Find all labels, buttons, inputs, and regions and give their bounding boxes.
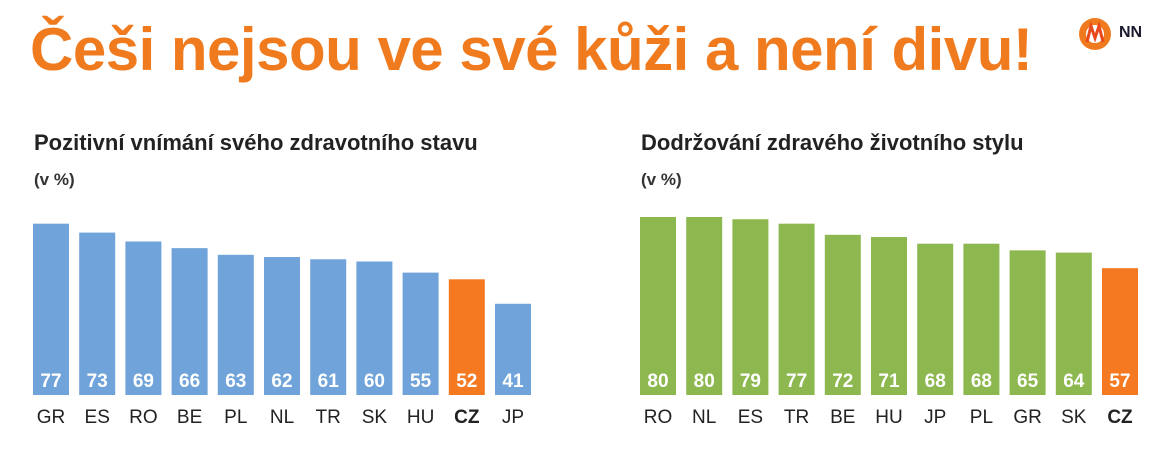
chart-2-bar-cz bbox=[1102, 268, 1138, 395]
chart-1-value-label-jp: 41 bbox=[502, 371, 524, 392]
chart-1-value-label-nl: 62 bbox=[271, 371, 292, 392]
chart-2-value-label-hu: 71 bbox=[878, 371, 900, 392]
chart-1-category-label-sk: SK bbox=[362, 407, 388, 428]
chart-2-bar-ro bbox=[640, 217, 676, 395]
chart-1-category-label-gr: GR bbox=[37, 407, 66, 428]
chart-1-bar-pl bbox=[217, 254, 254, 395]
chart-1-category-label-jp: JP bbox=[502, 407, 524, 428]
chart-1-value-label-sk: 60 bbox=[364, 371, 385, 392]
chart-1-bar-nl bbox=[264, 257, 300, 395]
chart-2-bar-nl bbox=[686, 217, 723, 395]
chart-2-value-label-jp: 68 bbox=[925, 371, 946, 392]
chart-1-category-label-tr: TR bbox=[316, 407, 341, 428]
chart-2-value-label-es: 79 bbox=[740, 371, 761, 392]
chart-1-category-label-es: ES bbox=[85, 407, 110, 428]
chart-2-value-label-cz: 57 bbox=[1109, 371, 1130, 392]
chart-1-category-label-ro: RO bbox=[129, 407, 158, 428]
chart-1-bar-jp bbox=[495, 303, 531, 395]
chart-2-category-label-tr: TR bbox=[784, 407, 809, 428]
chart-2-bar-sk bbox=[1055, 252, 1092, 395]
chart-1-bar-cz bbox=[448, 279, 485, 395]
chart-2-category-label-pl: PL bbox=[970, 407, 993, 428]
chart-1-bar-ro bbox=[125, 241, 162, 395]
chart-1-category-label-pl: PL bbox=[224, 407, 247, 428]
chart-1-bar-es bbox=[79, 232, 116, 395]
chart-1-value-label-es: 73 bbox=[87, 371, 108, 392]
chart-2-category-label-jp: JP bbox=[924, 407, 946, 428]
chart-2-value-label-tr: 77 bbox=[786, 371, 807, 392]
chart-2-value-label-pl: 68 bbox=[971, 371, 992, 392]
chart-1-category-label-nl: NL bbox=[270, 407, 294, 428]
chart-1-bar-tr bbox=[310, 259, 347, 395]
chart-2-category-label-cz: CZ bbox=[1107, 407, 1133, 428]
chart-1-value-label-hu: 55 bbox=[410, 371, 432, 392]
chart-1-value-label-cz: 52 bbox=[456, 371, 477, 392]
nn-logo: NN bbox=[1075, 14, 1155, 54]
chart-1-value-label-be: 66 bbox=[179, 371, 200, 392]
chart-1-bar-gr bbox=[33, 223, 69, 395]
chart-2-bar-jp bbox=[917, 243, 954, 395]
chart-2-value-label-ro: 80 bbox=[647, 371, 668, 392]
chart-2-value-label-be: 72 bbox=[832, 371, 853, 392]
chart-2-bar-tr bbox=[778, 223, 815, 395]
chart-2-unit: (v %) bbox=[641, 170, 682, 189]
chart-1-category-label-cz: CZ bbox=[454, 407, 480, 428]
chart-1-title: Pozitivní vnímání svého zdravotního stav… bbox=[34, 130, 478, 155]
logo-text: NN bbox=[1119, 24, 1143, 41]
chart-2-bar-be bbox=[824, 234, 861, 395]
chart-2-value-label-sk: 64 bbox=[1063, 371, 1085, 392]
chart-1-health-perception: 77 GR 73 ES 69 RO 66 BE 63 PL 62 NL 61 TR 60 SK 55 HU 52 CZ… bbox=[33, 223, 531, 428]
chart-2-category-label-sk: SK bbox=[1061, 407, 1087, 428]
nn-logo-icon bbox=[1079, 18, 1111, 50]
headline: Češi nejsou ve své kůži a není divu! bbox=[30, 16, 1033, 83]
chart-2-bar-es bbox=[732, 219, 769, 395]
chart-1-category-label-hu: HU bbox=[407, 407, 434, 428]
chart-2-title: Dodržování zdravého životního stylu bbox=[641, 130, 1024, 155]
chart-1-bar-be bbox=[171, 248, 208, 395]
chart-1-value-label-tr: 61 bbox=[318, 371, 340, 392]
chart-2-bar-hu bbox=[871, 237, 907, 395]
chart-2-healthy-lifestyle: 80 RO 80 NL 79 ES 77 TR 72 BE 71 HU 68 JP 68 PL 65 GR 64 SK… bbox=[640, 217, 1138, 428]
chart-1-category-label-be: BE bbox=[177, 407, 202, 428]
chart-1-bar-sk bbox=[356, 261, 393, 395]
chart-2-category-label-gr: GR bbox=[1013, 407, 1042, 428]
chart-1-value-label-pl: 63 bbox=[225, 371, 246, 392]
chart-1-value-label-gr: 77 bbox=[40, 371, 61, 392]
chart-2-category-label-be: BE bbox=[830, 407, 855, 428]
chart-1-unit: (v %) bbox=[34, 170, 75, 189]
chart-1-value-label-ro: 69 bbox=[133, 371, 154, 392]
chart-2-value-label-nl: 80 bbox=[694, 371, 715, 392]
chart-2-category-label-nl: NL bbox=[692, 407, 716, 428]
chart-2-value-label-gr: 65 bbox=[1017, 371, 1039, 392]
chart-2-category-label-es: ES bbox=[738, 407, 763, 428]
chart-2-category-label-hu: HU bbox=[875, 407, 902, 428]
chart-1-bar-hu bbox=[402, 272, 439, 395]
chart-2-bar-pl bbox=[963, 243, 1000, 395]
chart-2-category-label-ro: RO bbox=[644, 407, 673, 428]
chart-2-bar-gr bbox=[1009, 250, 1046, 395]
